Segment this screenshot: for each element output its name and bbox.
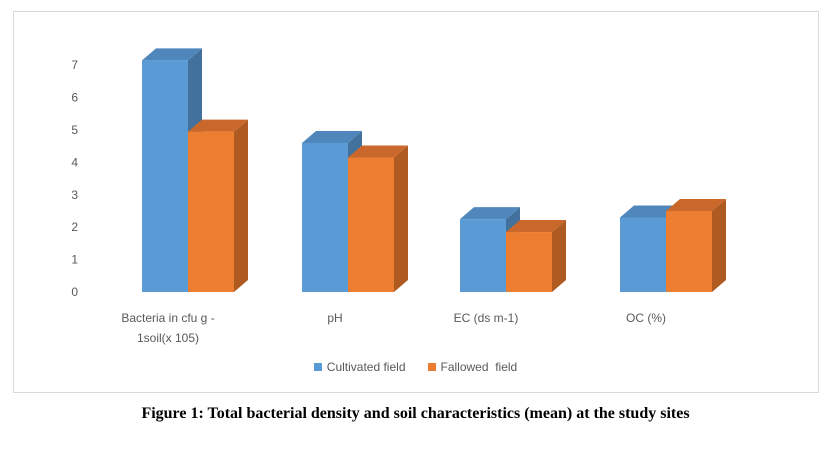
y-tick-label-4: 4 [71,155,78,169]
legend-label-fallowed: Fallowed field [440,360,518,374]
bar-top-0-0 [142,48,202,61]
x-tick-label-0-line2: 1soil(x 105) [137,331,199,345]
y-tick-label-1: 1 [71,253,78,267]
legend-item-cultivated: Cultivated field [313,360,406,374]
x-tick-label-1: pH [327,311,342,325]
x-tick-label-2: EC (ds m-1) [454,311,519,325]
bar-3-0 [620,217,666,292]
bar-top-1-0 [302,130,362,143]
bar-side-2-1 [552,220,566,292]
x-tick-label-3: OC (%) [626,311,666,325]
legend-item-fallowed: Fallowed field [427,360,518,374]
bar-side-0-1 [234,119,248,293]
bar-0-1 [188,131,234,292]
y-tick-label-6: 6 [71,91,78,105]
y-tick-label-0: 0 [71,285,78,299]
bar-3-1 [666,211,712,292]
bar-2-1 [506,232,552,292]
legend-swatch-cultivated [313,363,322,371]
bar-side-1-1 [394,145,408,292]
bar-1-0 [302,142,348,292]
bar-top-2-1 [506,220,566,233]
y-tick-label-3: 3 [71,188,78,202]
bar-1-1 [348,157,394,292]
y-tick-label-2: 2 [71,220,78,234]
figure-caption: Figure 1: Total bacterial density and so… [141,405,690,422]
y-tick-label-7: 7 [71,58,78,72]
bar-chart: 0 1 2 3 4 5 6 7 Bacteria in cfu g - 1soil(x 105) p… [71,48,726,345]
x-tick-label-0-line1: Bacteria in cfu g - [121,311,214,325]
bar-top-3-0 [620,205,680,218]
y-tick-label-5: 5 [71,123,78,137]
bar-top-3-1 [666,199,726,211]
bar-2-0 [460,219,506,292]
bar-0-0 [142,60,188,293]
chart-legend: Cultivated field Fallowed field [0,360,831,374]
legend-swatch-fallowed [427,363,436,371]
bar-top-0-1 [188,119,248,132]
legend-label-cultivated: Cultivated field [326,360,406,374]
bar-top-2-0 [460,207,520,220]
bar-top-1-1 [348,145,408,158]
bar-side-3-1 [712,199,726,292]
